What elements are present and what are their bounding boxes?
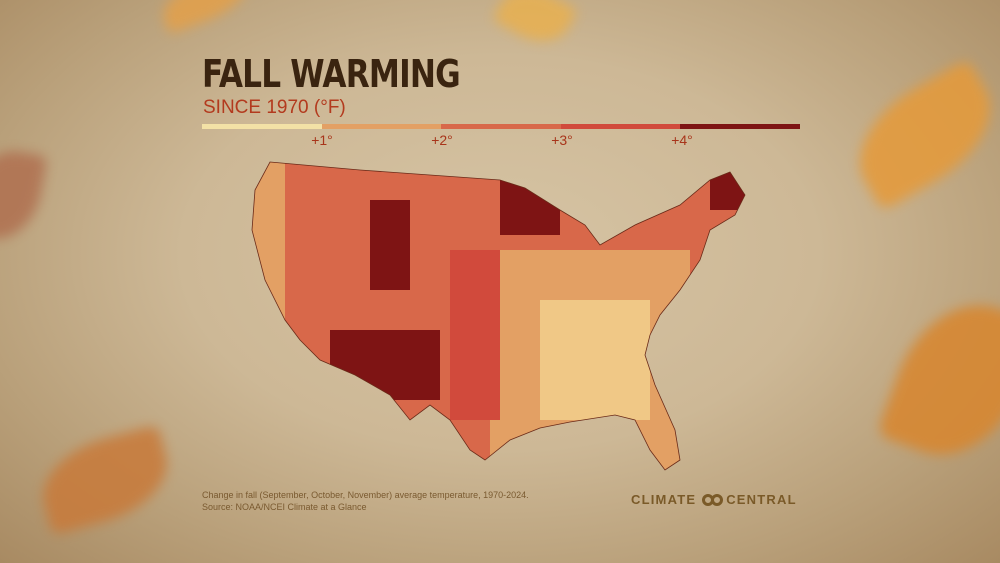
leaf-decoration: [0, 144, 48, 246]
leaf-decoration: [837, 58, 1000, 212]
footnote-source: Source: NOAA/NCEI Climate at a Glance: [202, 502, 367, 512]
page-subtitle: SINCE 1970 (°F): [203, 97, 346, 118]
legend-color-bar: [202, 124, 800, 129]
page-title: FALL WARMING: [202, 52, 461, 96]
legend-swatch: [680, 124, 800, 129]
us-county-map: [251, 161, 746, 471]
legend-swatch: [560, 124, 681, 129]
leaf-decoration: [155, 0, 255, 35]
legend-label: +3°: [551, 132, 573, 148]
brand-text-right: CENTRAL: [726, 492, 797, 507]
map-region-west-coast: [252, 162, 285, 350]
map-region-southwest-hot: [330, 330, 440, 400]
map-region-mountain-hot: [370, 200, 410, 290]
footnote-description: Change in fall (September, October, Nove…: [202, 490, 529, 500]
footnote: Change in fall (September, October, Nove…: [202, 489, 529, 513]
leaf-decoration: [876, 284, 1000, 476]
legend-label: +4°: [671, 132, 693, 148]
map-region-plains: [450, 250, 500, 420]
leaf-decoration: [492, 0, 578, 55]
brand-text-left: CLIMATE: [631, 492, 697, 507]
legend-label: +2°: [431, 132, 453, 148]
legend-label: +1°: [311, 132, 333, 148]
legend-swatch: [441, 124, 561, 129]
leaf-decoration: [31, 424, 179, 536]
climate-central-logo: CLIMATE CENTRAL: [631, 492, 797, 507]
legend-swatch: [321, 124, 442, 129]
map-region-east-mild: [540, 300, 650, 420]
map-region-midwest-hot: [500, 175, 560, 235]
legend-swatch: [202, 124, 322, 129]
rings-logo-icon: [702, 493, 724, 506]
